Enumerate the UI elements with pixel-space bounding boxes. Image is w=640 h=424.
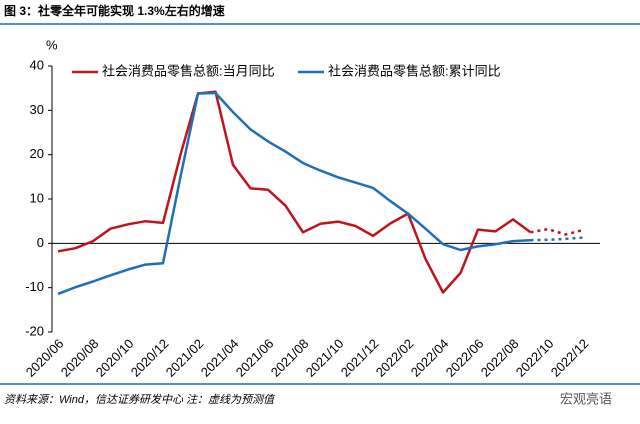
x-tick-label: 2021/08 [268, 336, 312, 380]
x-tick-label: 2022/12 [548, 336, 592, 380]
y-tick-label: 40 [30, 57, 44, 72]
x-tick-label: 2022/08 [478, 336, 522, 380]
x-tick-label: 2020/06 [23, 336, 67, 380]
x-tick-label: 2022/06 [443, 336, 487, 380]
x-tick-label: 2020/08 [58, 336, 102, 380]
page-title: 图 3：社零全年可能实现 1.3%左右的增速 [4, 3, 225, 18]
x-tick-label: 2021/04 [198, 336, 242, 380]
x-tick-label: 2021/06 [233, 336, 277, 380]
y-tick-label: 20 [30, 146, 44, 161]
legend-label: 社会消费品零售总额:累计同比 [328, 63, 501, 78]
series-line [57, 91, 531, 296]
watermark: 宏观亮语 [560, 391, 612, 406]
x-tick-label: 2021/10 [303, 336, 347, 380]
series-line [57, 90, 532, 294]
x-tick-label: 2020/12 [128, 336, 172, 380]
x-tick-label: 2022/02 [373, 336, 417, 380]
legend-label: 社会消费品零售总额:当月同比 [102, 63, 275, 78]
x-tick-label: 2022/10 [513, 336, 557, 380]
x-tick-label: 2020/10 [93, 336, 137, 380]
y-tick-label: 10 [30, 190, 44, 205]
source-note: 资料来源：Wind，信达证券研发中心 注：虚线为预测值 [4, 393, 276, 406]
y-tick-label: -10 [25, 279, 44, 294]
y-tick-label: 0 [37, 235, 44, 250]
x-tick-label: 2021/02 [163, 336, 207, 380]
forecast-line [530, 236, 584, 242]
y-tick-label: -20 [25, 323, 44, 338]
x-tick-label: 2021/12 [338, 336, 382, 380]
forecast-line [530, 227, 584, 236]
y-tick-label: 30 [30, 102, 44, 117]
y-unit: % [46, 37, 58, 52]
x-tick-label: 2022/04 [408, 336, 452, 380]
